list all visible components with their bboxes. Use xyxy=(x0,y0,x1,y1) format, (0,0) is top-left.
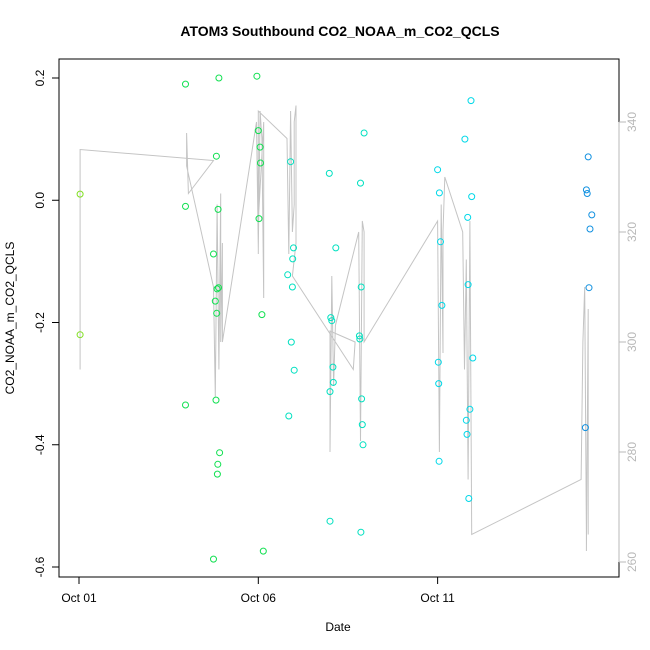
data-point xyxy=(586,225,594,233)
data-point xyxy=(588,211,596,219)
data-point xyxy=(253,72,261,80)
data-point xyxy=(467,97,475,105)
y-tick-label-left: -0.6 xyxy=(33,556,47,577)
y-tick-label-right: 280 xyxy=(625,442,639,462)
y-axis-right: 260 280 300 320 340 xyxy=(618,112,639,572)
x-axis: Oct 01 Oct 06 Oct 11 xyxy=(61,576,455,605)
data-point xyxy=(358,421,366,429)
data-point xyxy=(284,271,292,279)
data-point xyxy=(462,416,470,424)
data-point xyxy=(182,80,189,88)
data-point xyxy=(437,238,444,246)
data-point xyxy=(355,332,363,340)
data-point xyxy=(257,159,264,167)
data-point xyxy=(466,405,474,413)
data-point xyxy=(435,189,443,197)
data-point xyxy=(328,317,336,325)
data-point xyxy=(356,335,364,343)
data-point xyxy=(213,309,221,317)
data-point xyxy=(358,395,366,403)
data-point xyxy=(359,441,367,449)
data-point xyxy=(213,470,221,478)
data-point xyxy=(214,460,222,468)
data-point xyxy=(285,412,293,420)
data-point xyxy=(287,338,295,346)
data-point xyxy=(290,244,297,252)
data-point xyxy=(215,284,222,292)
data-point xyxy=(210,555,217,563)
y-tick-label-left: 0.2 xyxy=(33,69,47,86)
data-point xyxy=(357,283,365,291)
y-tick-label-left: 0.0 xyxy=(33,192,47,209)
data-point xyxy=(357,179,364,187)
data-point xyxy=(581,424,589,432)
y-tick-label-right: 300 xyxy=(625,332,639,352)
co2-trace xyxy=(79,105,589,552)
data-point xyxy=(182,401,189,409)
data-point xyxy=(259,547,267,555)
data-point xyxy=(76,190,84,198)
x-tick-label: Oct 06 xyxy=(241,591,277,605)
difference-points xyxy=(76,72,596,563)
data-point xyxy=(289,255,297,263)
data-point xyxy=(254,127,262,135)
data-point xyxy=(463,430,471,438)
y-tick-label-right: 260 xyxy=(625,552,639,572)
data-point xyxy=(464,213,472,221)
data-point xyxy=(357,528,365,536)
data-point xyxy=(326,388,334,396)
data-point xyxy=(212,152,220,160)
data-point xyxy=(583,190,591,197)
co2-trace-line xyxy=(79,105,589,552)
data-point xyxy=(332,244,340,252)
data-point xyxy=(76,331,84,339)
data-point xyxy=(258,311,266,319)
data-point xyxy=(212,396,220,404)
data-point xyxy=(215,74,223,82)
data-point xyxy=(469,354,477,362)
data-point xyxy=(434,166,442,174)
data-point xyxy=(582,186,590,194)
data-point xyxy=(325,169,333,177)
y-tick-label-right: 320 xyxy=(625,222,639,242)
data-point xyxy=(468,193,476,201)
data-point xyxy=(287,158,295,166)
y-tick-label-right: 340 xyxy=(625,112,639,132)
data-point xyxy=(210,250,217,258)
data-point xyxy=(327,314,335,322)
data-point xyxy=(434,358,442,366)
y-tick-label-left: -0.2 xyxy=(33,312,47,333)
data-point xyxy=(216,449,224,457)
data-point xyxy=(213,285,221,293)
data-point xyxy=(288,283,296,291)
data-point xyxy=(435,457,443,465)
chart-title: ATOM3 Southbound CO2_NOAA_m_CO2_QCLS xyxy=(180,23,499,39)
data-point xyxy=(211,297,219,305)
data-point xyxy=(329,378,337,386)
data-point xyxy=(290,366,298,374)
y-axis-left: -0.6 -0.4 -0.2 0.0 0.2 xyxy=(33,69,60,577)
data-point xyxy=(326,517,334,525)
data-point xyxy=(182,202,189,210)
y-axis-label: CO2_NOAA_m_CO2_QCLS xyxy=(3,242,17,395)
x-tick-label: Oct 11 xyxy=(420,591,455,605)
data-point xyxy=(360,129,368,137)
x-tick-label: Oct 01 xyxy=(61,591,97,605)
data-point xyxy=(255,215,263,223)
data-point xyxy=(584,153,592,161)
data-point xyxy=(585,284,593,292)
data-point xyxy=(435,380,443,388)
data-point xyxy=(329,363,337,371)
x-axis-label: Date xyxy=(325,620,351,634)
data-point xyxy=(465,495,473,502)
data-point xyxy=(461,135,469,143)
data-point xyxy=(464,281,472,289)
data-point xyxy=(256,143,264,151)
data-point xyxy=(214,205,222,213)
y-tick-label-left: -0.4 xyxy=(33,434,47,455)
data-point xyxy=(438,301,446,309)
